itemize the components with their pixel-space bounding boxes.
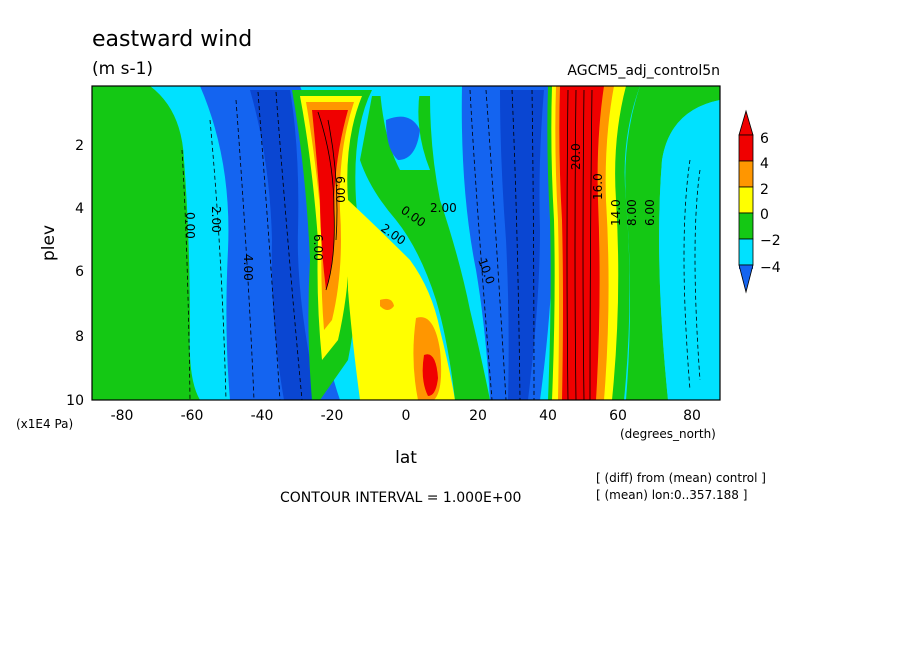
region-south-polar-zero [92,86,200,400]
contour-label: 16.0 [591,173,605,200]
x-tick-label: 0 [402,408,411,424]
contour-label: 8.00 [625,199,639,226]
x-tick-label: -60 [181,408,204,424]
y-tick-label: 4 [75,201,84,217]
region-equatorial-green [360,96,490,400]
x-axis: -80 -60 -40 -20 0 20 40 60 80 [111,408,701,424]
colorbar-bottom-arrow [738,264,754,294]
x-tick-label: 40 [539,408,557,424]
colorbar-top-arrow [738,109,754,136]
colorbar-segment [738,212,754,240]
y-tick-label: 8 [75,329,84,345]
region-small-orange [380,298,394,310]
colorbar-segment [738,160,754,188]
x-tick-label: -80 [111,408,134,424]
y-axis: 2 4 6 8 10 [66,138,84,409]
contour-label: 6.00 [333,176,347,203]
contour-label: 2.00 [430,201,457,215]
region-low-level-red [422,354,438,396]
mean-note: [ (mean) lon:0..357.188 ] [596,488,747,502]
colorbar-label: 6 [760,131,769,147]
chart-title: eastward wind [92,27,252,52]
x-tick-label: -20 [321,408,344,424]
contour-plot: 0.00 2.00 4.00 6.00 6.00 2.00 0.00 2.00 … [92,86,720,400]
y-tick-label: 10 [66,393,84,409]
region-north-jet-red [559,86,604,400]
x-tick-label: 80 [683,408,701,424]
colorbar: 6 4 2 0 −2 −4 [738,109,781,294]
contour-label: 2.00 [209,206,223,233]
diff-note: [ (diff) from (mean) control ] [596,471,766,485]
y-tick-label: 2 [75,138,84,154]
y-tick-label: 6 [75,264,84,280]
colorbar-label: 0 [760,207,769,223]
region-north-polar-cyan [659,100,720,400]
contour-lines [181,89,701,400]
contour-label: 14.0 [609,199,623,226]
colorbar-label: 2 [760,182,769,198]
colorbar-segment [738,186,754,214]
region-south-easterly-core [250,90,318,400]
region-equatorial-blue [386,116,420,160]
colorbar-label: −4 [760,260,781,276]
contour-label: 4.00 [241,254,255,281]
x-tick-label: 20 [469,408,487,424]
colorbar-label: −2 [760,233,781,249]
x-tick-label: 60 [609,408,627,424]
x-axis-label: lat [395,448,417,468]
contour-interval: CONTOUR INTERVAL = 1.000E+00 [280,490,521,506]
contour-label: 20.0 [569,143,583,170]
x-units: (degrees_north) [620,427,716,441]
contour-label: 6.00 [311,234,325,261]
contour-label: 0.00 [183,212,197,239]
x-tick-label: -40 [251,408,274,424]
chart-units: (m s-1) [92,59,153,79]
colorbar-segment [738,134,754,162]
run-name: AGCM5_adj_control5n [567,63,720,79]
contour-label: 6.00 [643,199,657,226]
colorbar-segment [738,238,754,266]
y-units: (x1E4 Pa) [16,417,73,431]
plot-frame [91,85,721,401]
colorbar-label: 4 [760,156,769,172]
region-south-jet-red [312,110,348,290]
region-north-polar-green [625,86,720,400]
y-axis-label: plev [39,225,59,261]
